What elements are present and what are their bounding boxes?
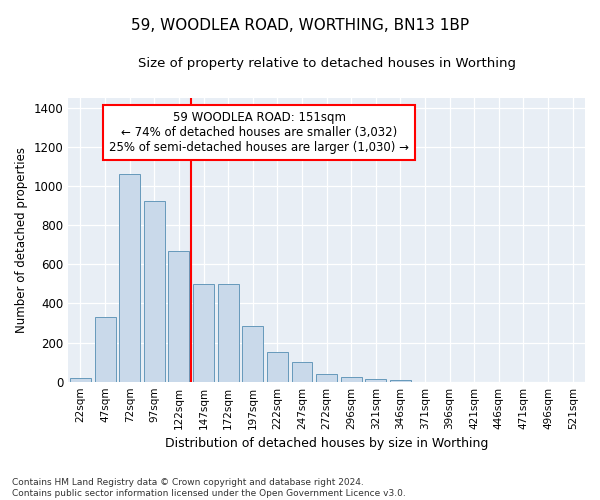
Bar <box>119 174 140 382</box>
Bar <box>218 284 239 382</box>
Bar <box>267 352 288 382</box>
Text: 59, WOODLEA ROAD, WORTHING, BN13 1BP: 59, WOODLEA ROAD, WORTHING, BN13 1BP <box>131 18 469 32</box>
Text: Contains HM Land Registry data © Crown copyright and database right 2024.
Contai: Contains HM Land Registry data © Crown c… <box>12 478 406 498</box>
Text: 59 WOODLEA ROAD: 151sqm
← 74% of detached houses are smaller (3,032)
25% of semi: 59 WOODLEA ROAD: 151sqm ← 74% of detache… <box>109 111 409 154</box>
Bar <box>365 378 386 382</box>
Bar <box>144 200 165 382</box>
Title: Size of property relative to detached houses in Worthing: Size of property relative to detached ho… <box>137 58 515 70</box>
Y-axis label: Number of detached properties: Number of detached properties <box>15 147 28 333</box>
X-axis label: Distribution of detached houses by size in Worthing: Distribution of detached houses by size … <box>165 437 488 450</box>
Bar <box>169 250 190 382</box>
Bar <box>341 377 362 382</box>
Bar <box>292 362 313 382</box>
Bar <box>316 374 337 382</box>
Bar <box>95 317 116 382</box>
Bar <box>242 326 263 382</box>
Bar <box>390 380 411 382</box>
Bar <box>70 378 91 382</box>
Bar <box>193 284 214 382</box>
